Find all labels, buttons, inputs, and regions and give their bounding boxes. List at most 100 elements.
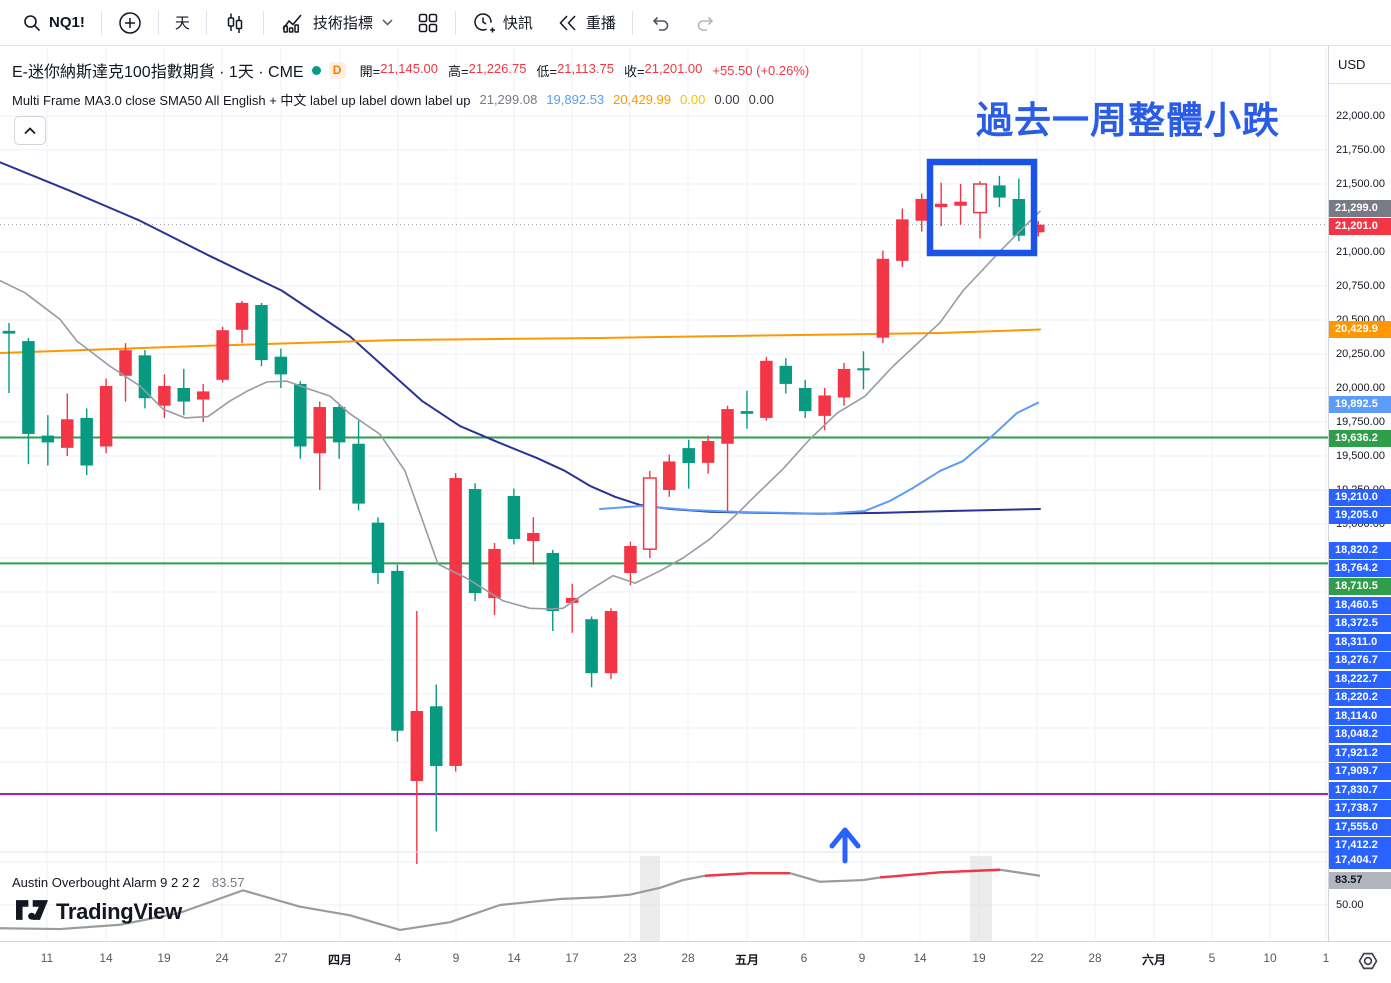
replay-button[interactable]: 重播: [545, 4, 628, 42]
layout-grid-icon: [417, 12, 439, 34]
price-badge: 18,372.5: [1329, 614, 1391, 632]
time-tick-label: 14: [99, 951, 113, 965]
interval-button[interactable]: 天: [163, 4, 202, 42]
daily-interval-badge: D: [328, 61, 346, 79]
symbol-search-button[interactable]: NQ1!: [10, 4, 97, 42]
blue-up-arrow: [829, 827, 861, 864]
price-badge: 18,114.0: [1329, 707, 1391, 725]
candle-3/14: [99, 378, 113, 454]
compare-add-button[interactable]: [106, 4, 154, 42]
candle-5/8: [837, 362, 851, 406]
time-tick-label: 24: [215, 951, 229, 965]
scale-settings-gear-icon[interactable]: [1355, 948, 1381, 979]
candle-3/7: [2, 322, 16, 394]
layout-grid-button[interactable]: [405, 4, 451, 42]
price-badge: 18,710.5: [1329, 577, 1391, 595]
price-badge: 20,429.9: [1329, 320, 1391, 338]
undo-icon: [649, 12, 671, 34]
candle-3/17: [119, 343, 132, 402]
indicator-value: 0.00: [714, 92, 740, 107]
candle-5/12: [876, 250, 890, 344]
collapse-legend-button[interactable]: [14, 116, 46, 145]
candle-3/13: [80, 408, 93, 476]
candle-4/16: [546, 549, 560, 632]
indicators-button[interactable]: 技術指標: [268, 4, 405, 42]
indicator-title[interactable]: Multi Frame MA3.0 close SMA50 All Englis…: [12, 93, 471, 108]
time-tick-label: 五月: [734, 953, 759, 967]
time-tick-label: 1: [1322, 951, 1330, 965]
oscillator-value: 83.57: [211, 875, 245, 890]
price-badge: 18,311.0: [1329, 633, 1391, 651]
candle-3/26: [255, 303, 268, 367]
candle-5/21: [1012, 178, 1026, 242]
indicator-legend-row[interactable]: Multi Frame MA3.0 close SMA50 All Englis…: [12, 90, 783, 109]
candle-5/16: [954, 184, 967, 225]
time-scale[interactable]: 11 14 19 24 27 四月 4 9 14 17 23 28 五月 6 9 14 19 22 28 六月 5 10 1: [0, 941, 1391, 983]
candle-5/15: [934, 182, 948, 227]
chevron-down-icon[interactable]: [382, 19, 393, 26]
oscillator-title[interactable]: Austin Overbought Alarm 9 2 2 2: [12, 875, 200, 890]
price-tick-label: 20,000.00: [1336, 381, 1385, 394]
low-value: 21,113.75: [557, 60, 614, 76]
time-tick-label: 23: [623, 951, 637, 965]
time-tick-label: 17: [565, 951, 579, 965]
indicator-values: 21,299.08 19,892.53 20,429.99 0.00 0.00 0.00: [479, 92, 782, 107]
candle-4/30: [721, 405, 734, 512]
candle-5/22: [1032, 221, 1045, 237]
close-value: 21,201.00: [644, 60, 703, 76]
ma_lightblue-line: [599, 401, 1039, 515]
tradingview-logo[interactable]: TradingView: [16, 899, 182, 925]
candle-3/18: [138, 349, 152, 409]
alert-clock-icon: [472, 11, 496, 35]
price-badge: 18,764.2: [1329, 559, 1391, 577]
time-tick-label: 27: [274, 951, 288, 965]
candle-4/23: [624, 541, 637, 586]
candle-4/3: [371, 517, 385, 584]
candle-3/11: [41, 415, 55, 466]
ohlc-readout: 開= 21,145.00 高= 21,226.75 低= 21,113.75 收= 21…: [360, 61, 810, 80]
candle-5/9: [857, 351, 870, 390]
time-tick-label: 9: [452, 951, 460, 965]
session-highlight-column: [970, 856, 992, 941]
price-tick-label: 21,500.00: [1336, 177, 1385, 190]
price-badge: 18,048.2: [1329, 725, 1391, 743]
candle-5/6: [798, 379, 812, 418]
candle-3/19: [158, 374, 171, 418]
candle-4/29: [701, 435, 715, 474]
indicator-value: 19,892.53: [546, 92, 605, 107]
candle-4/2: [352, 420, 365, 511]
undo-button[interactable]: [637, 4, 683, 42]
candle-4/15: [527, 517, 540, 565]
main-chart-canvas[interactable]: [0, 46, 1328, 941]
ma_orange-line: [0, 328, 1041, 355]
price-scale[interactable]: USD 22,000.00 21,750.00 21,500.00 21,000.00…: [1328, 46, 1391, 941]
toolbar-divider: [157, 10, 159, 35]
redo-button[interactable]: [683, 4, 729, 42]
candle-3/21: [196, 383, 210, 422]
symbol-title[interactable]: E-迷你納斯達克100指數期貨 · 1天 · CME: [12, 64, 304, 81]
price-badge: 19,205.0: [1329, 506, 1391, 524]
price-tick-label: 19,500.00: [1336, 449, 1385, 462]
time-tick-label: 6: [800, 951, 808, 965]
chart-style-button[interactable]: [211, 4, 259, 42]
market-status-dot-icon: [311, 65, 321, 75]
currency-unit-button[interactable]: USD: [1329, 46, 1391, 84]
price-badge: 18,222.7: [1329, 670, 1391, 688]
candle-4/1: [332, 404, 346, 459]
symbol-legend-row[interactable]: E-迷你納斯達克100指數期貨 · 1天 · CME D 開= 21,145.00…: [12, 58, 809, 82]
candle-3/20: [177, 368, 191, 416]
price-badge: 19,210.0: [1329, 488, 1391, 506]
open-value: 21,145.00: [380, 60, 439, 76]
price-badge: 17,412.2: [1329, 836, 1391, 854]
price-tick-label: 21,000.00: [1336, 245, 1385, 258]
oscillator-legend-row[interactable]: Austin Overbought Alarm 9 2 2 2 83.57: [12, 875, 244, 890]
alerts-button[interactable]: 快訊: [460, 4, 545, 42]
time-tick-label: 11: [40, 951, 54, 965]
oscillator-overbought-segment: [704, 871, 790, 877]
drawing-annotation-text[interactable]: 過去一周整體小跌: [976, 100, 1280, 141]
time-tick-label: 4: [394, 951, 402, 965]
change-value: +55.50 (+0.26%): [712, 62, 810, 78]
oscillator-line: [0, 868, 1041, 932]
session-highlight-column: [640, 856, 660, 941]
